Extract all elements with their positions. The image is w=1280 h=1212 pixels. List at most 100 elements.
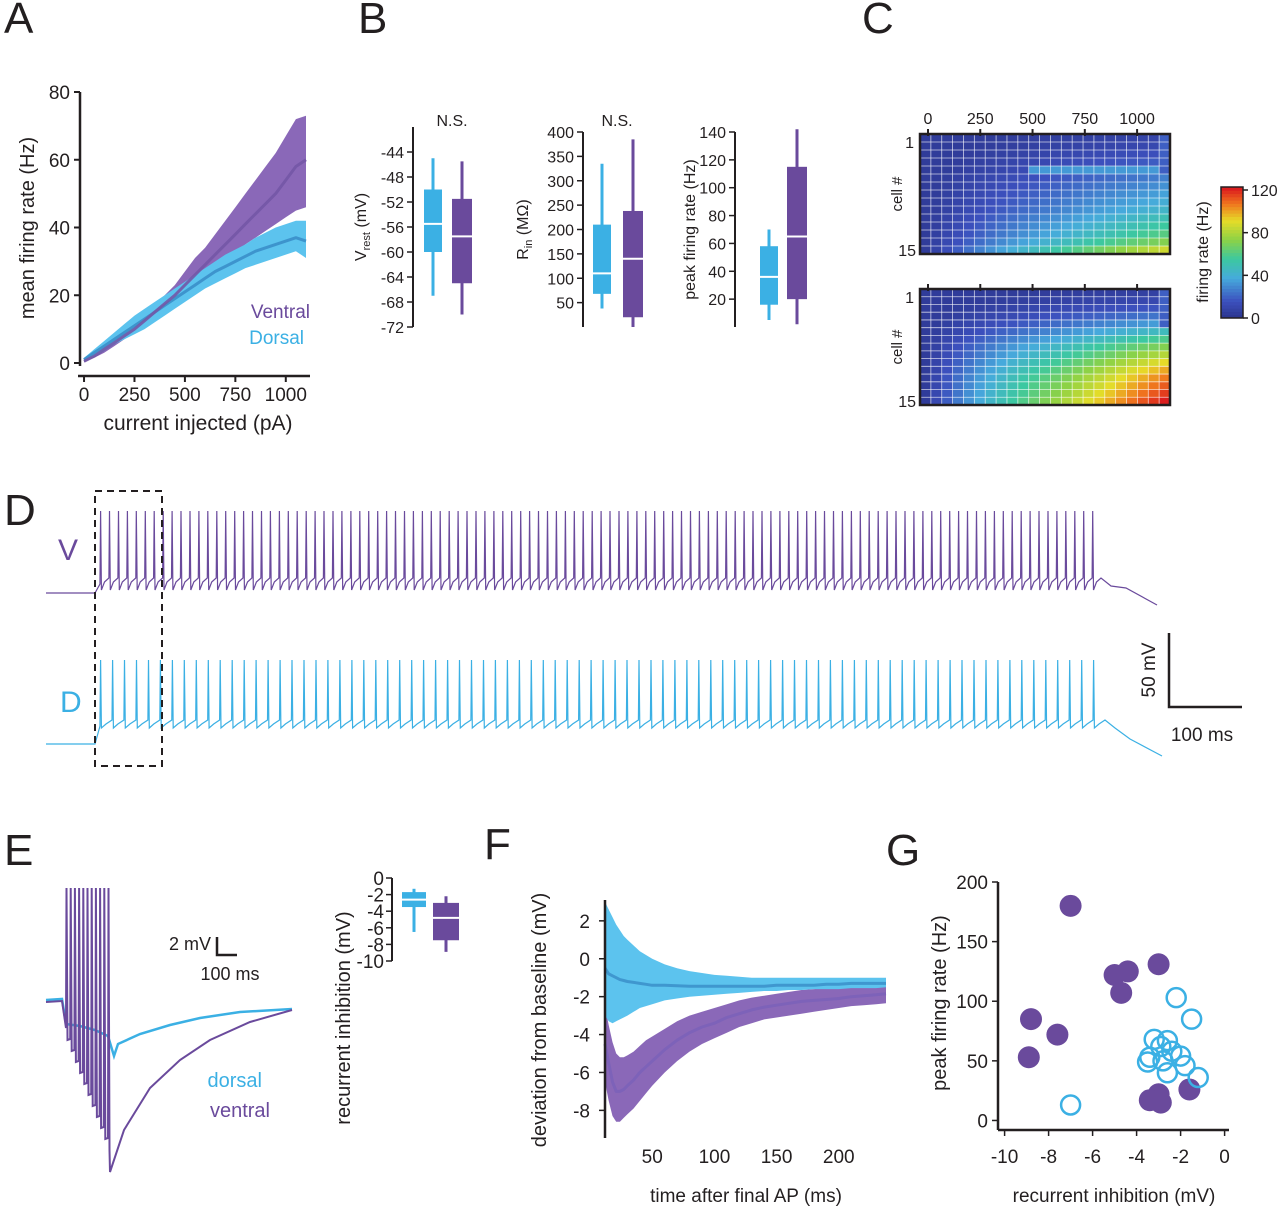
heatmap-cell [1017, 319, 1029, 328]
heatmap-cell [1159, 343, 1171, 352]
heatmap-cell [1137, 238, 1149, 247]
heatmap-cell [1126, 304, 1138, 313]
heatmap-cell [974, 134, 986, 143]
heatmap-cell [930, 206, 943, 215]
heatmap-cell [1093, 296, 1106, 305]
heatmap-cell [952, 304, 964, 313]
heatmap-cell [1039, 296, 1051, 305]
heatmap-cell [1017, 389, 1029, 398]
heatmap-cell [1017, 158, 1029, 167]
heatmap-cell [1039, 389, 1051, 398]
heatmap-cell [1050, 335, 1062, 344]
heatmap-cell [1083, 358, 1095, 367]
heatmap-cell [1083, 246, 1095, 255]
y-tick-label: 2 [579, 912, 590, 933]
colorbar-segment [1221, 187, 1243, 191]
heatmap-cell [1115, 304, 1127, 313]
heatmap-cell [930, 174, 943, 183]
y-tick-label: 140 [699, 125, 726, 142]
y-tick-label: -52 [381, 195, 404, 212]
heatmap-cell [1017, 142, 1029, 151]
heatmap-cell [985, 397, 997, 406]
heatmap-cell [1028, 198, 1040, 207]
heatmap-cell [1126, 222, 1138, 231]
heatmap-cell [1039, 327, 1051, 336]
heatmap-cell [985, 350, 997, 359]
heatmap-cell [1148, 246, 1160, 255]
heatmap-cell [1137, 312, 1149, 321]
heatmap-cell [985, 335, 997, 344]
heatmap-cell [1104, 289, 1116, 298]
heatmap-cell [930, 246, 943, 255]
panel-a-line-chart: 0 20 40 60 80 0 250 500 750 1000 current injected … [17, 83, 310, 435]
heatmap-cell [1148, 327, 1160, 336]
heatmap-cell [1159, 214, 1171, 223]
ventral-mean-line [603, 992, 887, 1093]
x-tick-label: 1000 [265, 385, 307, 406]
heatmap-cell [996, 343, 1008, 352]
scale-bar-time: 100 ms [200, 964, 259, 984]
heatmap-cell [1093, 319, 1106, 328]
heatmap-cell [930, 166, 943, 175]
colorbar-segment [1221, 216, 1243, 221]
heatmap-cell [985, 206, 997, 215]
heatmap-cell [1115, 246, 1127, 255]
heatmap-cell [985, 198, 997, 207]
heatmap-cell [920, 335, 932, 344]
heatmap-cell [974, 142, 986, 151]
colorbar-segment [1221, 268, 1243, 273]
heatmap-cell [1072, 296, 1084, 305]
significance-label-1: N.S. [601, 113, 632, 130]
dorsal-sem-band [605, 901, 886, 1024]
heatmap-cell [1104, 174, 1116, 183]
heatmap-cell [985, 366, 997, 375]
heatmap-cell [1148, 198, 1160, 207]
colorbar-segment [1221, 206, 1243, 211]
ventral-0-box [452, 198, 472, 284]
heatmap-cell [1137, 174, 1149, 183]
heatmap-cell [963, 335, 975, 344]
heatmap-cell [1083, 335, 1095, 344]
heatmap-cell [1083, 142, 1095, 151]
heatmap-cell [952, 358, 964, 367]
heatmap-cell [1028, 358, 1040, 367]
ventral-point [1046, 1023, 1069, 1046]
ventral-trace [45, 887, 293, 1173]
colorbar-segment [1221, 209, 1243, 214]
heatmap-cell [1006, 381, 1019, 390]
heatmap-cell [1148, 389, 1160, 398]
heatmap-cell [996, 246, 1008, 255]
heatmap-cell [1126, 397, 1138, 406]
heatmap-cell [1072, 142, 1084, 151]
heatmap-cell [1093, 343, 1106, 352]
dorsal-point [1165, 986, 1187, 1009]
heatmap-cell [1126, 335, 1138, 344]
heatmap-cell [1104, 366, 1116, 375]
heatmap-cell [920, 150, 932, 159]
heatmap-cell [1148, 374, 1160, 383]
heatmap-cell [1061, 158, 1073, 167]
heatmap-cell [1093, 304, 1106, 313]
heatmap-cell [1039, 158, 1051, 167]
heatmap-cell [1083, 381, 1095, 390]
heatmap-cell [952, 335, 964, 344]
y-tick-label: -4 [367, 902, 384, 923]
heatmap-cell [1115, 166, 1127, 175]
colorbar-segment [1221, 200, 1243, 204]
heatmap-cell [1137, 366, 1149, 375]
heatmap-cell [963, 198, 975, 207]
heatmap-cell [1083, 182, 1095, 191]
heatmap-cell [920, 389, 932, 398]
heatmap-x-tick-label: 750 [1071, 111, 1098, 128]
heatmap-cell [1104, 214, 1116, 223]
colorbar-segment [1221, 262, 1243, 267]
heatmap-cell [1137, 214, 1149, 223]
heatmap-cell [1061, 214, 1073, 223]
heatmap-cell [1159, 174, 1171, 183]
heatmap-cell [1126, 158, 1138, 167]
heatmap-cell [941, 397, 953, 406]
heatmap-cell [1137, 190, 1149, 199]
scale-bar [1167, 633, 1242, 709]
heatmap-cell [1093, 190, 1106, 199]
heatmap-cell [941, 198, 953, 207]
